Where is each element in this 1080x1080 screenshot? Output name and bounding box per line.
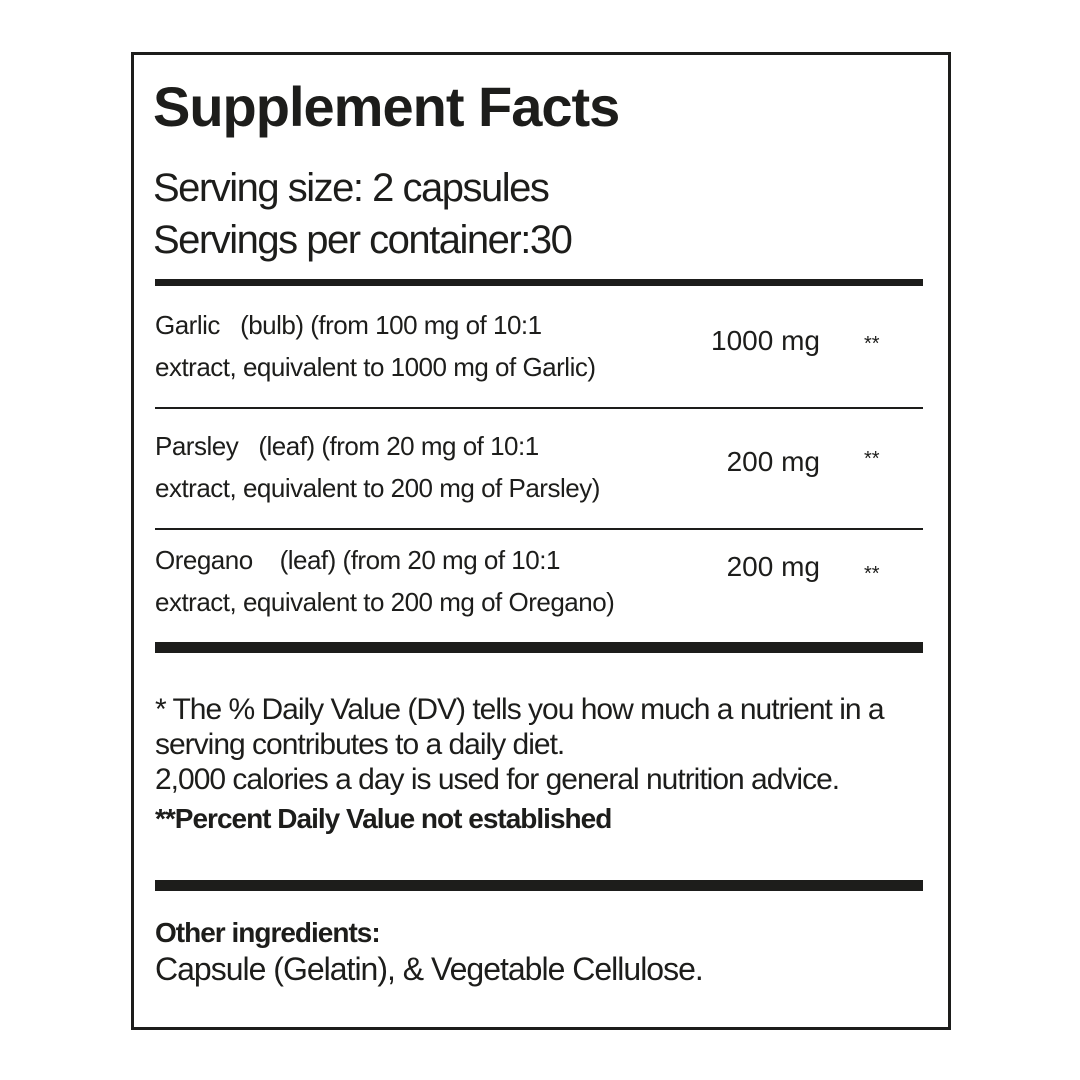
footnote-line: serving contributes to a daily diet.: [155, 728, 565, 761]
footnote-line: 2,000 calories a day is used for general…: [155, 763, 840, 796]
other-ingredients-text: Capsule (Gelatin), & Vegetable Cellulose…: [155, 951, 704, 987]
ingredient-oregano: Oregano (leaf) (from 20 mg of 10:1 extrac…: [155, 539, 615, 623]
other-ingredients-heading: Other ingredients:: [155, 917, 381, 948]
ingredient-desc: extract, equivalent to 200 mg of Parsley…: [155, 473, 600, 503]
ingredient-dv: **: [864, 448, 880, 470]
ingredient-amount: 200 mg: [726, 446, 820, 477]
serving-size: Serving size: 2 capsules: [153, 166, 550, 210]
ingredient-desc: extract, equivalent to 1000 mg of Garlic…: [155, 352, 596, 382]
footnote-bold: **Percent Daily Value not established: [155, 803, 612, 834]
thin-rule: [155, 528, 923, 530]
ingredient-dv: **: [864, 563, 880, 585]
footnote-line: * The % Daily Value (DV) tells you how m…: [155, 693, 885, 726]
footnote: * The % Daily Value (DV) tells you how m…: [155, 692, 885, 836]
thin-rule: [155, 407, 923, 409]
label-border: [131, 52, 951, 1030]
thick-rule: [155, 642, 923, 653]
ingredient-garlic: Garlic (bulb) (from 100 mg of 10:1 extrac…: [155, 304, 596, 388]
ingredient-desc: Parsley (leaf) (from 20 mg of 10:1: [155, 431, 539, 461]
ingredient-desc: extract, equivalent to 200 mg of Oregano…: [155, 587, 615, 617]
ingredient-dv: **: [864, 333, 880, 355]
servings-per-container: Servings per container:30: [153, 218, 573, 262]
label-title: Supplement Facts: [153, 75, 620, 138]
ingredient-amount: 200 mg: [726, 551, 820, 582]
thick-rule: [155, 880, 923, 891]
ingredient-parsley: Parsley (leaf) (from 20 mg of 10:1 extrac…: [155, 425, 600, 509]
thick-rule: [155, 279, 923, 286]
ingredient-desc: Garlic (bulb) (from 100 mg of 10:1: [155, 310, 542, 340]
ingredient-desc: Oregano (leaf) (from 20 mg of 10:1: [155, 545, 560, 575]
ingredient-amount: 1000 mg: [711, 325, 820, 356]
